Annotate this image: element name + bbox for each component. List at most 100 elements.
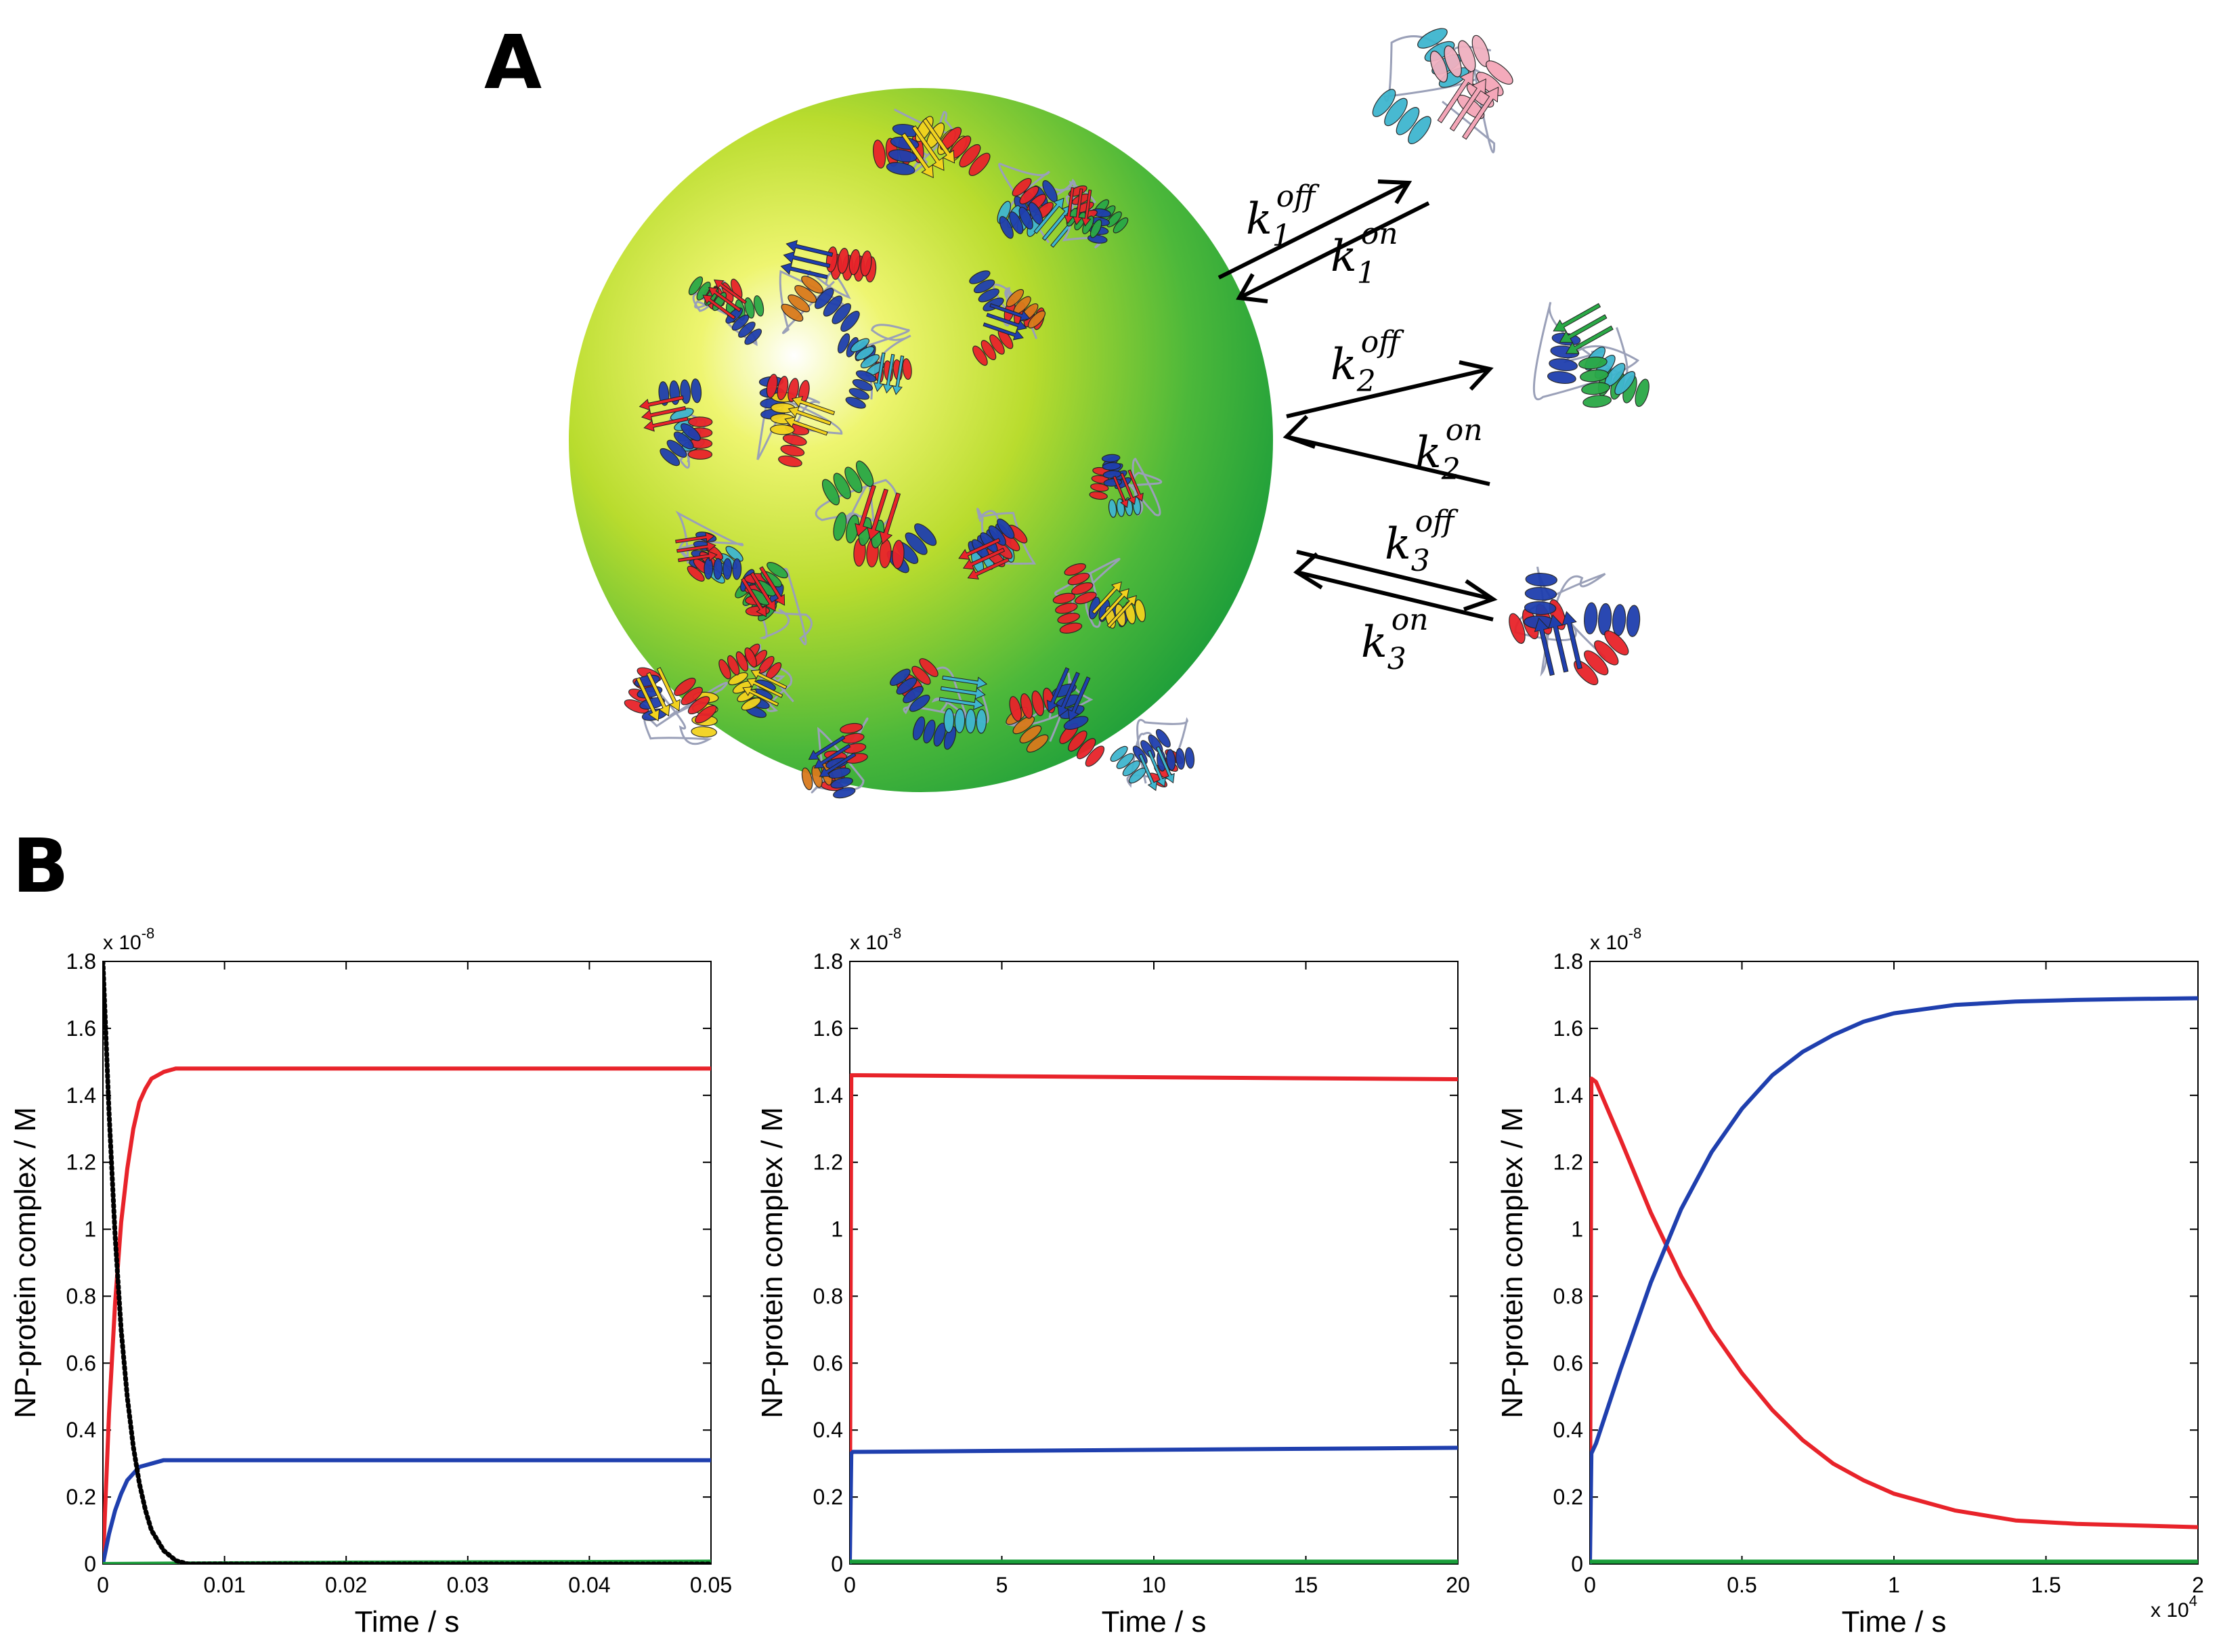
plot-area — [849, 961, 1459, 1565]
corona-protein — [675, 510, 744, 584]
equilibrium-arrows-1 — [1217, 179, 1430, 303]
series-line-1 — [850, 1073, 1458, 1564]
x-axis-label: Time / s — [1842, 1605, 1947, 1638]
x-axis-label: Time / s — [1102, 1605, 1207, 1638]
x-tick-label: 20 — [1446, 1573, 1470, 1597]
y-tick-label: 0.2 — [1553, 1485, 1583, 1509]
corona-protein — [1089, 454, 1163, 518]
corona-protein — [1062, 180, 1129, 249]
corona-protein — [801, 717, 869, 799]
y-tick-label: 0.8 — [66, 1284, 96, 1308]
y-tick-label: 0.6 — [813, 1351, 843, 1375]
y-tick-label: 0.2 — [66, 1485, 96, 1509]
protein-corona — [624, 108, 1195, 799]
x-tick-label: 0.04 — [568, 1573, 610, 1597]
y-tick-label: 1.8 — [813, 949, 843, 974]
kinetics-chart-2: 0 0.2 0.4 0.6 0.8 1 1.2 1.4 1.6 1.8 0 5 10 15 20 x 10-8… — [756, 925, 1470, 1638]
plot-area — [1589, 961, 2199, 1565]
rate-k1-off: k1off — [1246, 179, 1320, 253]
x-axis-label: Time / s — [355, 1605, 460, 1638]
free-protein-2-ribbon — [1532, 301, 1649, 408]
y-tick-label: 1.4 — [66, 1083, 96, 1108]
y-tick-label: 0 — [1571, 1552, 1583, 1576]
corona-protein — [756, 374, 843, 467]
plot-area — [102, 961, 712, 1565]
corona-protein — [624, 667, 728, 745]
kinetics-chart-1: 0 0.2 0.4 0.6 0.8 1 1.2 1.4 1.6 1.8 0 0.01 0.02 0.03 0… — [9, 925, 732, 1638]
nanoparticle-sphere — [569, 88, 1273, 792]
y-tick-label: 1.6 — [813, 1016, 843, 1041]
y-tick-label: 0.4 — [813, 1418, 843, 1442]
series-line-2 — [103, 1458, 711, 1564]
y-tick-label: 1 — [84, 1217, 96, 1242]
corona-protein — [815, 460, 937, 573]
x-tick-label: 0 — [844, 1573, 856, 1597]
series-line-1 — [1590, 1077, 2198, 1564]
y-tick-label: 1.4 — [813, 1083, 843, 1108]
corona-protein — [958, 508, 1037, 580]
y-tick-label: 0.2 — [813, 1485, 843, 1509]
x-tick-label: 15 — [1294, 1573, 1318, 1597]
rate-k1-on: k1on — [1331, 217, 1398, 290]
y-tick-label: 0 — [84, 1552, 96, 1576]
series-line-4 — [103, 961, 711, 1564]
y-tick-label: 1.8 — [1553, 949, 1583, 974]
panel-b-label: B — [12, 823, 69, 909]
y-axis-label: NP-protein complex / M — [1496, 1107, 1529, 1418]
free-protein-3 — [1509, 566, 1641, 685]
x-tick-label: 10 — [1142, 1573, 1166, 1597]
y-tick-label: 1.2 — [1553, 1150, 1583, 1175]
corona-protein — [1052, 558, 1146, 634]
y-tick-label: 0.8 — [1553, 1284, 1583, 1308]
y-tick-label: 1 — [1571, 1217, 1583, 1242]
rate-k2-on: k2on — [1415, 413, 1483, 487]
rate-k3-on: k3on — [1361, 603, 1429, 676]
y-tick-label: 1.8 — [66, 949, 96, 974]
x-tick-label: 5 — [996, 1573, 1008, 1597]
corona-protein — [969, 270, 1046, 366]
corona-protein — [735, 562, 813, 645]
y-tick-label: 0.4 — [1553, 1418, 1583, 1442]
rate-k2-off: k2off — [1331, 325, 1404, 399]
x-tick-label: 0 — [97, 1573, 109, 1597]
free-protein-2 — [1532, 301, 1649, 408]
y-tick-label: 1.2 — [813, 1150, 843, 1175]
y-tick-label: 0.6 — [66, 1351, 96, 1375]
y-axis-label: NP-protein complex / M — [756, 1107, 789, 1418]
x-tick-label: 0.05 — [690, 1573, 732, 1597]
x-tick-label: 0.01 — [203, 1573, 245, 1597]
y-tick-label: 1 — [831, 1217, 843, 1242]
x-tick-label: 0.03 — [447, 1573, 489, 1597]
x-tick-label: 0.5 — [1727, 1573, 1756, 1597]
kinetics-chart-3: 0 0.2 0.4 0.6 0.8 1 1.2 1.4 1.6 1.8 0 0.5 1 1.5 2 x 10-… — [1496, 925, 2204, 1638]
x-tick-label: 0.02 — [325, 1573, 367, 1597]
series-line-2 — [1590, 996, 2198, 1564]
equilibrium-arrows-2 — [1282, 360, 1494, 486]
y-multiplier: x 10-8 — [1590, 925, 1641, 954]
corona-protein — [837, 324, 912, 409]
y-tick-label: 0.6 — [1553, 1351, 1583, 1375]
rate-k3-off: k3off — [1385, 504, 1459, 578]
corona-protein — [639, 378, 713, 469]
free-protein-3-ribbon — [1509, 566, 1641, 685]
y-tick-label: 0.8 — [813, 1284, 843, 1308]
y-tick-label: 1.6 — [1553, 1016, 1583, 1041]
y-multiplier: x 10-8 — [850, 925, 901, 954]
x-tick-label: 1.5 — [2031, 1573, 2061, 1597]
free-protein-1 — [1372, 28, 1513, 154]
protein-corona-scheme: k1off k1on k2off k2on k3off k3on — [569, 28, 1649, 799]
y-tick-label: 0.4 — [66, 1418, 96, 1442]
series-line-1 — [103, 1066, 711, 1564]
x-multiplier: x 104 — [2151, 1592, 2197, 1622]
corona-protein — [889, 658, 989, 750]
x-tick-label: 2 — [2192, 1573, 2204, 1597]
corona-protein — [1110, 717, 1195, 791]
y-tick-label: 1.2 — [66, 1150, 96, 1175]
y-tick-label: 1.4 — [1553, 1083, 1583, 1108]
y-axis-label: NP-protein complex / M — [9, 1107, 42, 1418]
corona-protein — [779, 240, 877, 334]
corona-protein — [718, 643, 794, 718]
corona-protein — [872, 108, 991, 179]
corona-protein — [1006, 667, 1105, 767]
series-line-2 — [850, 1446, 1458, 1564]
